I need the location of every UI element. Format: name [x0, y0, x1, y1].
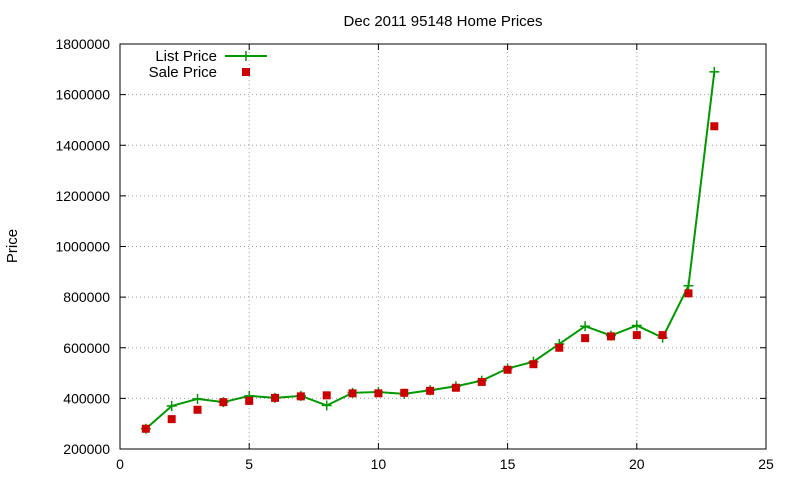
data-point	[166, 400, 177, 411]
y-tick-label: 1800000	[55, 36, 110, 52]
y-tick-label: 1000000	[55, 239, 110, 255]
x-tick-label: 15	[500, 456, 516, 472]
data-point	[192, 393, 203, 404]
y-tick-label: 800000	[63, 289, 110, 305]
data-point	[580, 321, 591, 332]
data-point	[219, 398, 228, 407]
data-point	[245, 396, 254, 405]
data-point	[477, 377, 486, 386]
y-tick-label: 400000	[63, 390, 110, 406]
data-point	[141, 424, 150, 433]
data-point	[503, 365, 512, 374]
data-point	[555, 343, 564, 352]
x-tick-label: 0	[116, 456, 124, 472]
data-point	[400, 388, 409, 397]
data-point	[606, 332, 615, 341]
data-point	[322, 391, 331, 400]
series-0	[140, 66, 720, 434]
data-point	[581, 334, 590, 343]
axis-ticks: 0 5 10 15 20 25 200000 400000 600000 800000 100000…	[55, 36, 774, 472]
data-point	[684, 289, 693, 298]
data-point	[271, 393, 280, 402]
data-point	[709, 66, 720, 77]
data-point	[167, 415, 176, 424]
data-point	[658, 331, 667, 340]
x-tick-label: 10	[371, 456, 387, 472]
x-tick-label: 25	[758, 456, 774, 472]
legend: List Price Sale Price	[149, 48, 267, 81]
chart-title: Dec 2011 95148 Home Prices	[344, 13, 543, 30]
data-point	[374, 389, 383, 398]
legend-swatch-plus	[241, 51, 251, 61]
data-point	[529, 360, 538, 369]
data-point	[296, 392, 305, 401]
data-point	[193, 405, 202, 414]
x-tick-label: 5	[245, 456, 253, 472]
data-point	[348, 389, 357, 398]
data-point	[426, 386, 435, 395]
y-tick-label: 1600000	[55, 87, 110, 103]
data-point	[710, 122, 719, 131]
y-axis-label: Price	[4, 229, 21, 263]
data-point	[632, 331, 641, 340]
data-point	[321, 400, 332, 411]
series-line	[145, 71, 716, 430]
data-point	[631, 320, 642, 331]
x-tick-label: 20	[629, 456, 645, 472]
data-point	[451, 383, 460, 392]
series-1	[141, 122, 719, 433]
y-tick-label: 1400000	[55, 137, 110, 153]
legend-label-sale-price: Sale Price	[149, 64, 217, 81]
legend-swatch-square	[242, 68, 250, 76]
y-tick-label: 200000	[63, 441, 110, 457]
legend-label-list-price: List Price	[155, 48, 217, 65]
y-tick-label: 600000	[63, 340, 110, 356]
data-point	[683, 280, 694, 291]
series	[140, 66, 720, 434]
y-tick-label: 1200000	[55, 188, 110, 204]
